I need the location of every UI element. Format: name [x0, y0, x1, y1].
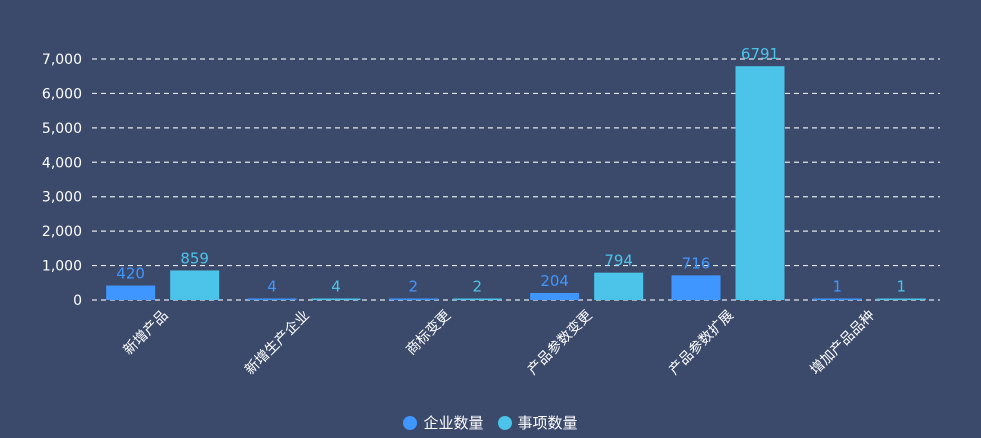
legend: 企业数量 事项数量 — [0, 412, 981, 433]
x-tick-label-5: 增加产品品种 — [807, 308, 878, 379]
y-tick-label-0: 0 — [73, 293, 82, 309]
data-label-1-4: 6791 — [741, 45, 779, 63]
bar-1-3[interactable] — [594, 272, 644, 300]
bar-0-3[interactable] — [530, 292, 580, 300]
x-tick-label-3: 产品参数变更 — [524, 307, 595, 378]
y-tick-label-6: 6,000 — [42, 86, 82, 102]
y-tick-label-4: 4,000 — [42, 155, 82, 171]
legend-marker-series-1 — [497, 415, 512, 430]
bar-0-2[interactable] — [388, 298, 438, 301]
data-label-0-0: 420 — [116, 265, 145, 283]
y-tick-label-7: 7,000 — [42, 52, 82, 68]
data-label-1-2: 2 — [473, 278, 483, 296]
x-tick-label-0: 新增产品 — [121, 308, 172, 359]
y-tick-label-3: 3,000 — [42, 190, 82, 206]
bar-0-0[interactable] — [106, 285, 156, 300]
data-label-0-4: 716 — [682, 254, 711, 272]
y-tick-label-5: 5,000 — [42, 121, 82, 137]
bar-1-0[interactable] — [170, 270, 220, 300]
legend-label-series-1: 事项数量 — [517, 414, 578, 432]
bar-0-5[interactable] — [812, 298, 862, 301]
legend-item-series-0[interactable]: 企业数量 — [403, 412, 484, 433]
y-tick-label-1: 1,000 — [42, 259, 82, 275]
y-tick-label-2: 2,000 — [42, 224, 82, 240]
data-label-1-5: 1 — [897, 278, 907, 296]
bar-1-2[interactable] — [452, 298, 502, 301]
data-label-0-2: 2 — [409, 278, 419, 296]
data-label-1-0: 859 — [180, 249, 209, 267]
bar-1-4[interactable] — [735, 66, 785, 300]
bar-1-1[interactable] — [311, 298, 361, 301]
bar-1-5[interactable] — [876, 298, 926, 301]
data-label-1-1: 4 — [331, 278, 341, 296]
x-tick-label-4: 产品参数扩展 — [665, 307, 736, 378]
legend-label-series-0: 企业数量 — [423, 414, 484, 432]
data-label-0-5: 1 — [833, 278, 843, 296]
legend-marker-series-0 — [403, 415, 418, 430]
x-tick-label-1: 新增生产企业 — [241, 307, 312, 378]
x-tick-label-2: 商标变更 — [403, 308, 454, 359]
data-label-1-3: 794 — [604, 252, 633, 270]
bar-0-4[interactable] — [671, 275, 721, 300]
data-label-0-1: 4 — [267, 278, 277, 296]
legend-item-series-1[interactable]: 事项数量 — [497, 412, 578, 433]
bar-0-1[interactable] — [247, 298, 297, 301]
data-label-0-3: 204 — [540, 272, 569, 290]
bar-chart: 0 1,000 2,000 3,000 4,000 5,000 6,000 7,000 420 8… — [42, 45, 940, 379]
